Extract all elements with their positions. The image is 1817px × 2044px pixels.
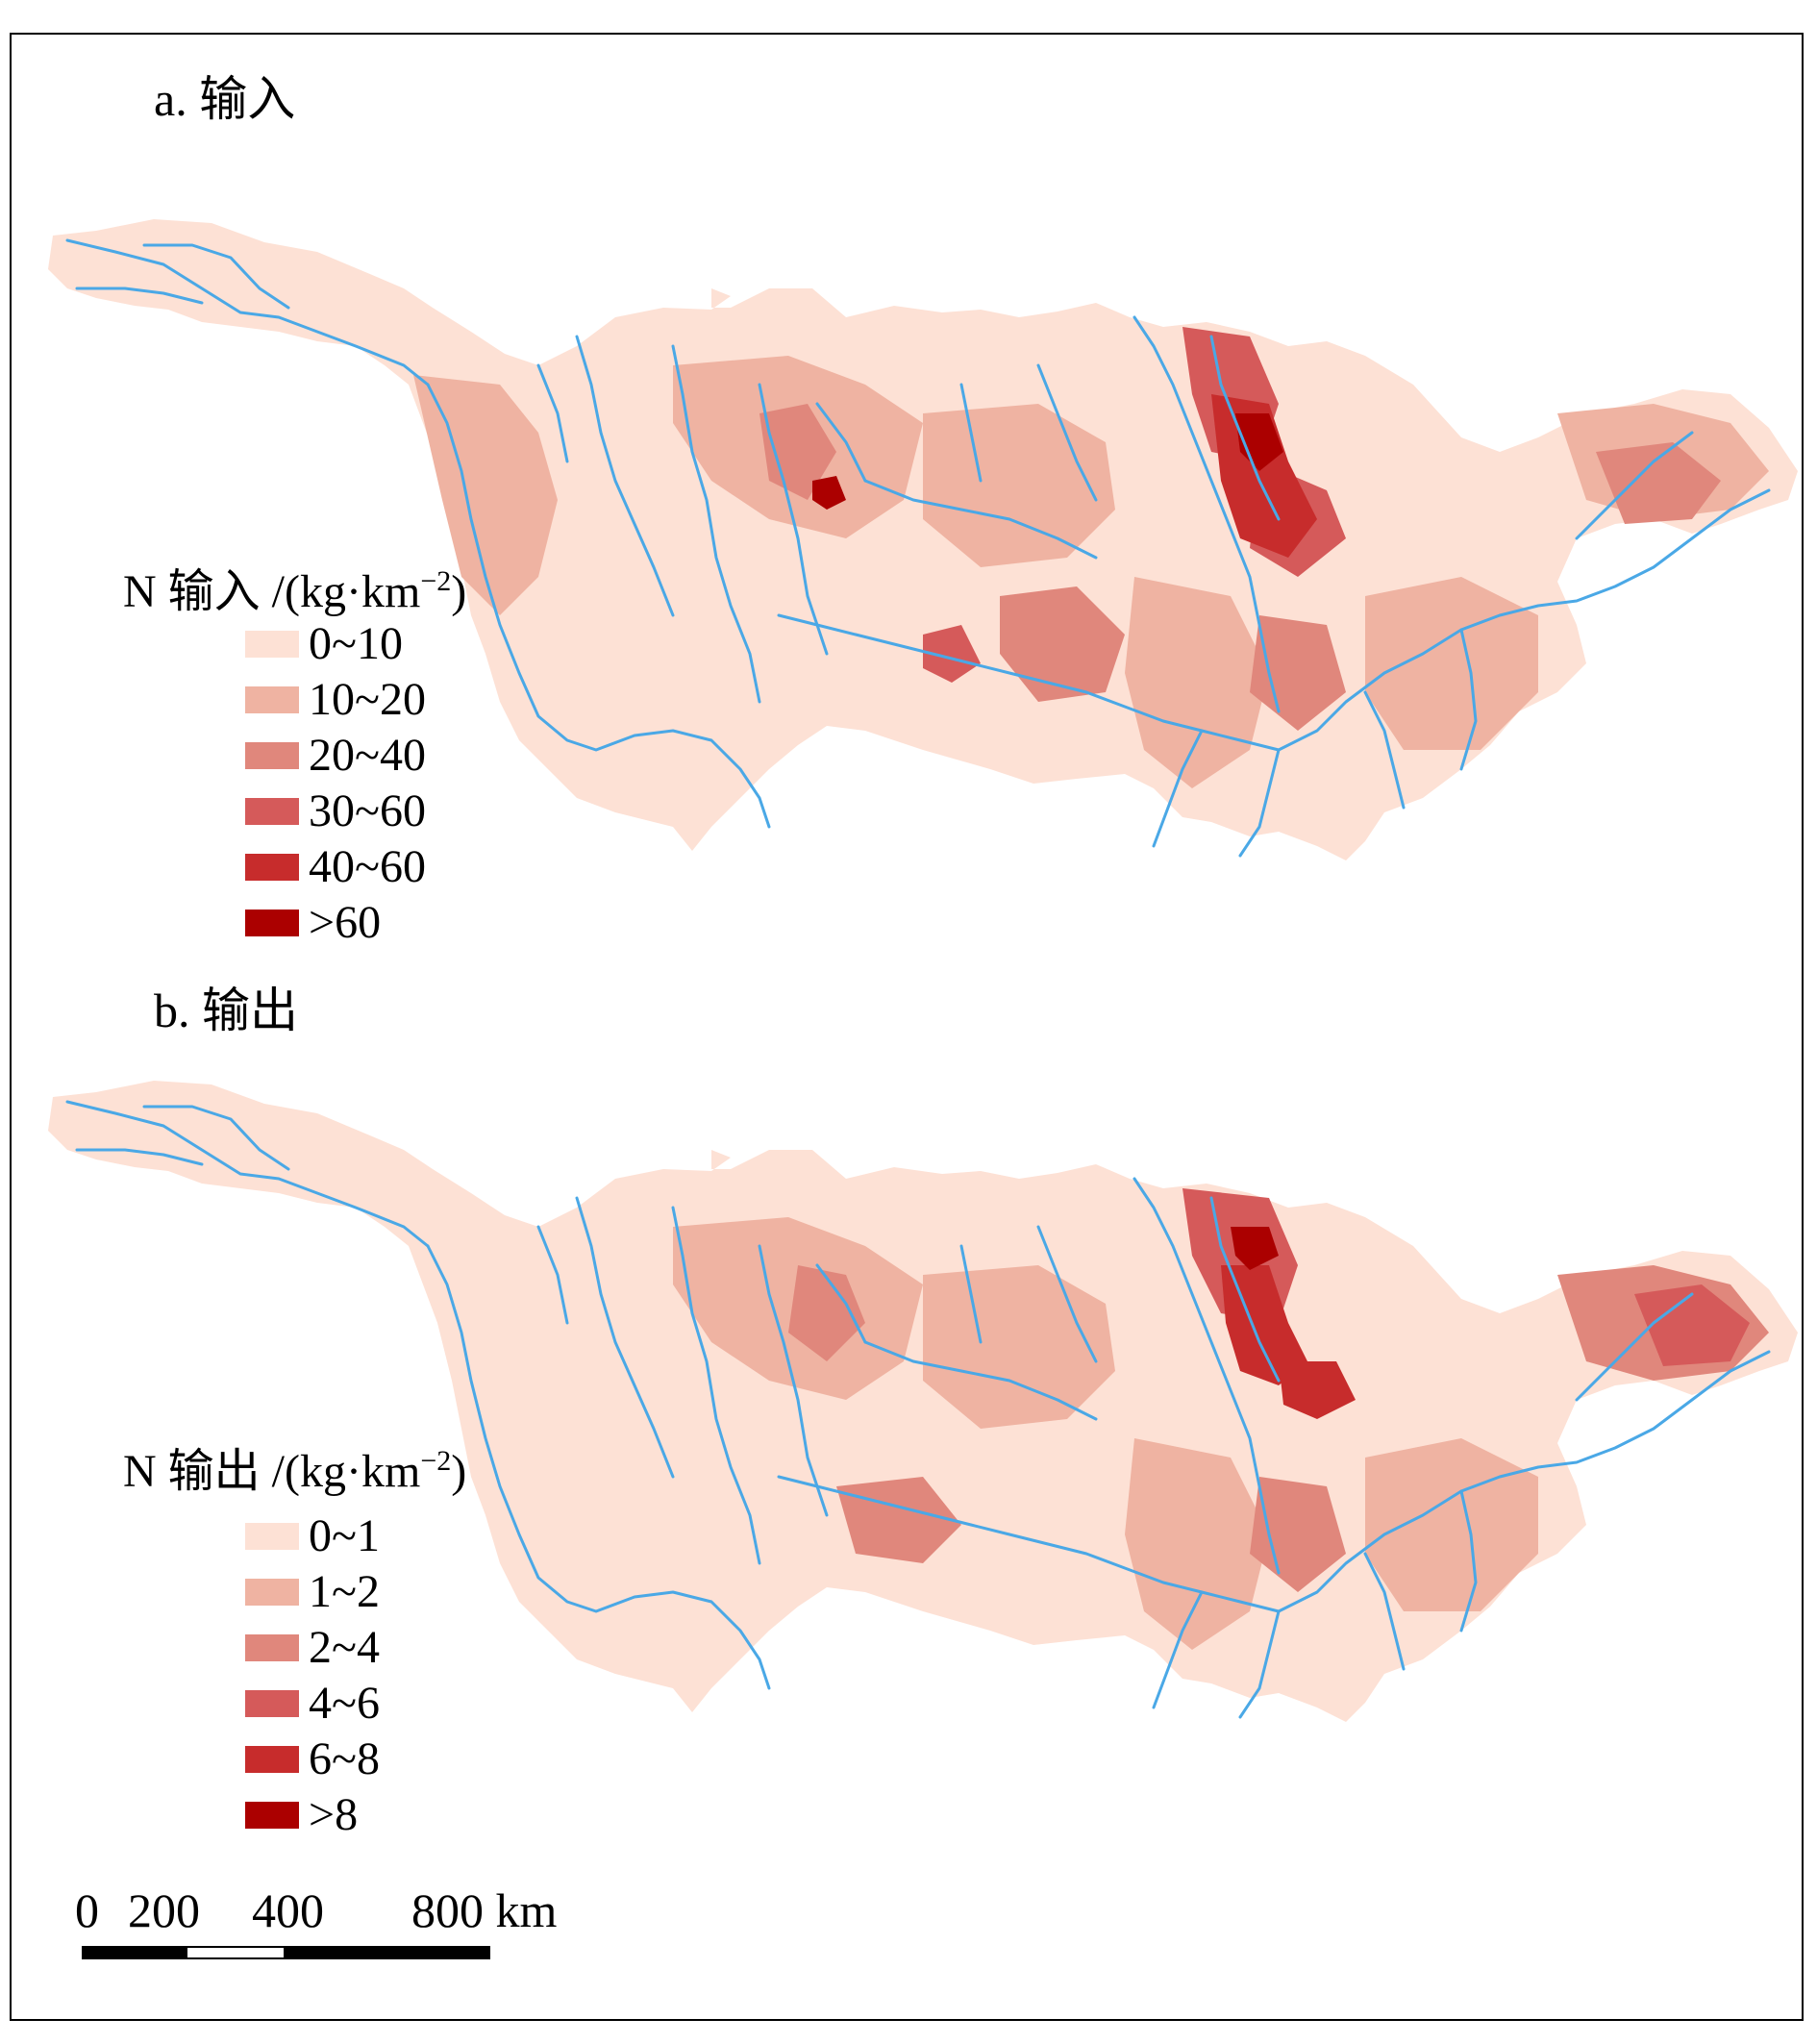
legend-label: 40~60 xyxy=(309,841,426,892)
region-patch xyxy=(1125,577,1269,788)
region-patch xyxy=(1365,577,1538,750)
legend-swatch xyxy=(245,631,299,658)
region-patch xyxy=(923,1265,1115,1429)
scale-segment xyxy=(82,1946,187,1959)
legend-a-item: 40~60 xyxy=(245,843,426,891)
legend-a-prefix: N 输入 /(kg·km xyxy=(123,566,421,617)
legend-label: 4~6 xyxy=(309,1678,380,1729)
legend-a-item: 30~60 xyxy=(245,787,426,835)
region-patch xyxy=(1279,1361,1356,1419)
legend-b-item: 1~2 xyxy=(245,1568,380,1616)
panel-b-title: b. 输出 xyxy=(154,984,298,1037)
scale-tick-label: 800 km xyxy=(411,1883,558,1937)
region-patch xyxy=(1211,394,1317,558)
legend-swatch xyxy=(245,910,299,936)
legend-swatch xyxy=(245,1579,299,1606)
region-patch xyxy=(923,404,1115,567)
region-patch xyxy=(1365,1438,1538,1611)
region-patch xyxy=(1000,586,1125,702)
region-patch xyxy=(1221,1265,1307,1385)
map-panel-a xyxy=(48,219,1798,860)
scale-tick-label: 200 xyxy=(128,1883,200,1937)
legend-a-item: 0~10 xyxy=(245,620,403,668)
map-frame xyxy=(10,33,1804,2021)
legend-label: >8 xyxy=(309,1789,359,1840)
legend-a-item: 10~20 xyxy=(245,676,426,724)
legend-label: 30~60 xyxy=(309,785,426,836)
legend-label: >60 xyxy=(309,897,382,948)
legend-a-item: >60 xyxy=(245,899,381,947)
scale-segment xyxy=(186,1946,286,1959)
legend-label: 1~2 xyxy=(309,1566,380,1617)
region-patch xyxy=(1125,1438,1269,1650)
legend-swatch xyxy=(245,1746,299,1773)
region-patch xyxy=(1235,413,1283,471)
legend-swatch xyxy=(245,1634,299,1661)
legend-a-title: N 输入 /(kg·km−2) xyxy=(123,567,466,615)
region-patch xyxy=(812,476,846,510)
legend-label: 6~8 xyxy=(309,1733,380,1784)
legend-b-item: 0~1 xyxy=(245,1512,380,1560)
legend-a-item: 20~40 xyxy=(245,732,426,780)
legend-swatch xyxy=(245,742,299,769)
legend-b-suffix: ) xyxy=(451,1446,467,1497)
legend-b-item: 6~8 xyxy=(245,1735,380,1783)
legend-swatch xyxy=(245,1802,299,1829)
region-patch xyxy=(1231,1227,1279,1270)
scale-tick-label: 400 xyxy=(252,1883,324,1937)
region-patch xyxy=(1634,1284,1750,1366)
legend-label: 2~4 xyxy=(309,1622,380,1673)
legend-b-title: N 输出 /(kg·km−2) xyxy=(123,1447,466,1495)
legend-a-suffix: ) xyxy=(451,566,467,617)
panel-a-title: a. 输入 xyxy=(154,72,296,126)
scale-segment xyxy=(284,1946,490,1959)
region-patch xyxy=(759,404,836,500)
legend-label: 0~10 xyxy=(309,618,403,669)
scale-tick-label: 0 xyxy=(75,1883,99,1937)
legend-swatch xyxy=(245,854,299,881)
legend-b-exponent: −2 xyxy=(420,1445,452,1477)
legend-swatch xyxy=(245,686,299,713)
legend-b-item: >8 xyxy=(245,1791,358,1839)
legend-label: 0~1 xyxy=(309,1510,380,1561)
legend-swatch xyxy=(245,1523,299,1550)
region-patch xyxy=(1596,442,1721,524)
legend-b-prefix: N 输出 /(kg·km xyxy=(123,1446,421,1497)
region-patch xyxy=(923,625,981,683)
map-panel-b xyxy=(48,1081,1798,1722)
legend-swatch xyxy=(245,1690,299,1717)
region-patch xyxy=(1250,615,1346,731)
legend-b-item: 2~4 xyxy=(245,1624,380,1672)
region-patch xyxy=(1250,1477,1346,1592)
legend-label: 10~20 xyxy=(309,674,426,725)
legend-label: 20~40 xyxy=(309,730,426,781)
region-patch xyxy=(788,1265,865,1361)
legend-b-item: 4~6 xyxy=(245,1680,380,1728)
legend-a-exponent: −2 xyxy=(420,565,452,597)
legend-swatch xyxy=(245,798,299,825)
